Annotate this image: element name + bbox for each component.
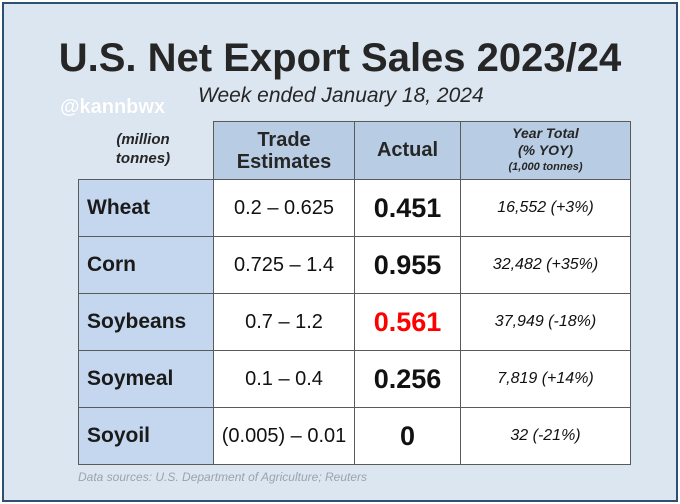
commodity-name: Soymeal xyxy=(78,350,214,408)
actual-value: 0.955 xyxy=(354,236,461,294)
units-label-line1: (million xyxy=(116,131,170,148)
header-year-total: Year Total (% YOY) (1,000 tonnes) xyxy=(460,121,631,180)
header-estimates-line1: Trade xyxy=(257,128,311,151)
header-year-line1: Year Total xyxy=(512,125,579,141)
year-total: 7,819 (+14%) xyxy=(460,350,631,408)
table-row: Soyoil (0.005) – 0.01 0 32 (-21%) xyxy=(78,407,631,465)
header-row: Trade Estimates Actual Year Total (% YOY… xyxy=(79,121,631,180)
year-total: 37,949 (-18%) xyxy=(460,293,631,351)
export-sales-table: Trade Estimates Actual Year Total (% YOY… xyxy=(78,121,631,465)
table-row: Soybeans 0.7 – 1.2 0.561 37,949 (-18%) xyxy=(78,293,631,351)
actual-value: 0.561 xyxy=(354,293,461,351)
trade-estimate: 0.725 – 1.4 xyxy=(213,236,355,294)
commodity-name: Soyoil xyxy=(78,407,214,465)
actual-value: 0.256 xyxy=(354,350,461,408)
page-title: U.S. Net Export Sales 2023/24 xyxy=(58,36,622,80)
header-actual: Actual xyxy=(354,121,461,180)
trade-estimate: 0.2 – 0.625 xyxy=(213,179,355,237)
trade-estimate: 0.1 – 0.4 xyxy=(213,350,355,408)
header-estimates-line2: Estimates xyxy=(236,150,332,173)
corner-cell xyxy=(79,122,214,180)
subtitle: Week ended January 18, 2024 xyxy=(198,84,484,107)
year-total: 32 (-21%) xyxy=(460,407,631,465)
watermark-handle: @kannbwx xyxy=(60,96,166,118)
table-row: Soymeal 0.1 – 0.4 0.256 7,819 (+14%) xyxy=(78,350,631,408)
year-total: 32,482 (+35%) xyxy=(460,236,631,294)
units-label-line2: tonnes) xyxy=(115,150,171,167)
commodity-name: Wheat xyxy=(78,179,214,237)
header-trade-estimates: Trade Estimates xyxy=(213,121,355,180)
trade-estimate: (0.005) – 0.01 xyxy=(213,407,355,465)
actual-value: 0.451 xyxy=(354,179,461,237)
trade-estimate: 0.7 – 1.2 xyxy=(213,293,355,351)
data-sources-note: Data sources: U.S. Department of Agricul… xyxy=(78,470,368,484)
commodity-name: Corn xyxy=(78,236,214,294)
units-label: (million tonnes) xyxy=(88,130,198,168)
actual-value: 0 xyxy=(354,407,461,465)
table-row: Wheat 0.2 – 0.625 0.451 16,552 (+3%) xyxy=(78,179,631,237)
commodity-name: Soybeans xyxy=(78,293,214,351)
year-total: 16,552 (+3%) xyxy=(460,179,631,237)
header-year-line3: (1,000 tonnes) xyxy=(508,161,583,173)
table-row: Corn 0.725 – 1.4 0.955 32,482 (+35%) xyxy=(78,236,631,294)
header-year-line2: (% YOY) xyxy=(518,142,573,158)
